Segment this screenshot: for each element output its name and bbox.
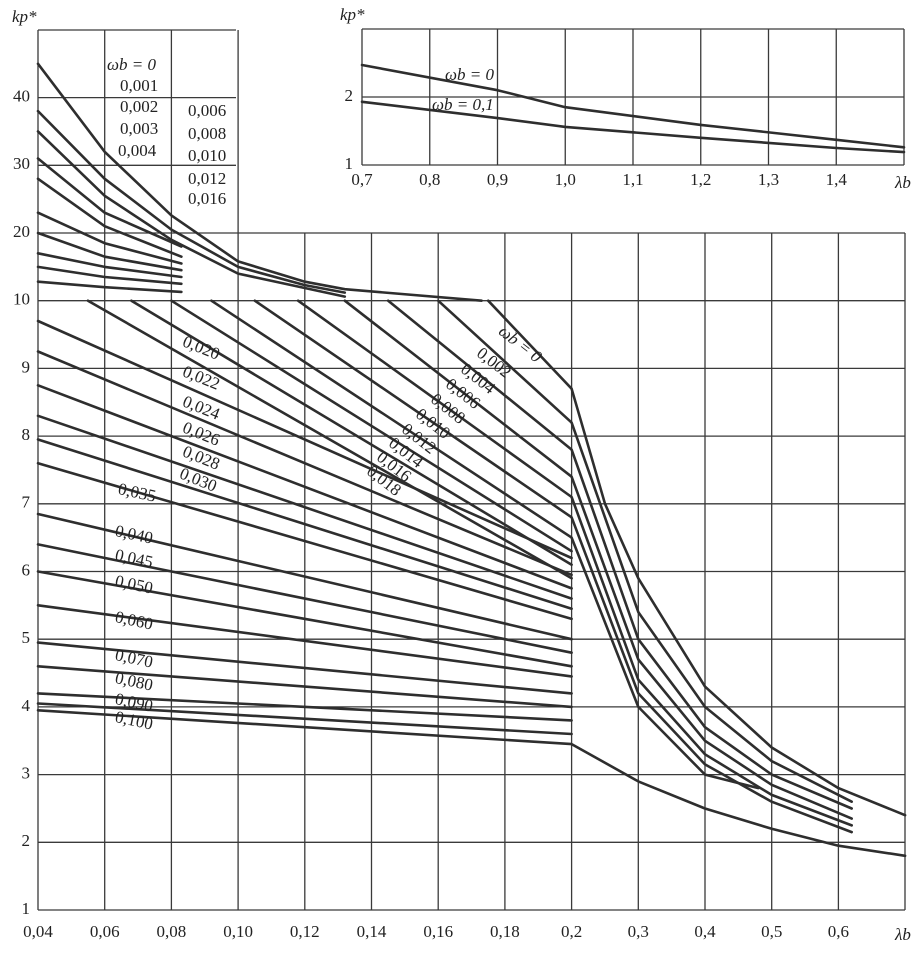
x-tick-label: 0,18 <box>490 922 520 941</box>
x-tick-label: 1,2 <box>690 170 711 189</box>
curve <box>343 299 853 820</box>
curve <box>210 299 760 790</box>
curve <box>36 512 573 641</box>
x-tick-label: 0,5 <box>761 922 782 941</box>
curve <box>36 130 347 298</box>
curve <box>130 299 573 566</box>
curve-label: ωb = 0 <box>107 55 156 74</box>
x-tick-label: 0,2 <box>561 922 582 941</box>
curve <box>36 665 573 709</box>
curve-label: 0,002 <box>120 97 158 116</box>
curve-label: 0,010 <box>188 146 226 165</box>
inset-y-axis-label: kp* <box>340 5 365 24</box>
curve <box>170 299 573 553</box>
curve <box>253 299 853 834</box>
x-tick-label: 0,12 <box>290 922 320 941</box>
x-axis-label: λb <box>894 925 911 944</box>
y-tick-label: 6 <box>22 560 31 579</box>
curve <box>360 63 906 149</box>
curve-label: 0,016 <box>188 189 226 208</box>
y-tick-label: 30 <box>13 154 30 173</box>
curve <box>36 702 573 736</box>
curve <box>36 692 573 722</box>
curve <box>36 414 573 600</box>
y-axis-label: kp* <box>12 7 37 26</box>
curve <box>36 604 573 678</box>
y-tick-label: 9 <box>22 357 31 376</box>
y-tick-label: 7 <box>22 493 31 512</box>
curve <box>36 157 183 248</box>
curve <box>486 299 907 817</box>
curve-label: 0,004 <box>118 141 157 160</box>
x-tick-label: 1,4 <box>826 170 848 189</box>
y-tick-label: 8 <box>22 425 31 444</box>
y-tick-label: 3 <box>22 764 31 783</box>
x-tick-label: 0,14 <box>357 922 387 941</box>
y-tick-label: 2 <box>22 831 31 850</box>
x-tick-label: 0,7 <box>351 170 373 189</box>
x-tick-label: 0,3 <box>628 922 649 941</box>
curve-label: 0,008 <box>188 124 226 143</box>
x-tick-label: 0,9 <box>487 170 508 189</box>
x-tick-label: 0,8 <box>419 170 440 189</box>
curve <box>296 299 853 827</box>
curve <box>36 570 573 668</box>
y-tick-label: 1 <box>345 154 354 173</box>
curve <box>36 177 183 258</box>
curve <box>36 252 183 279</box>
curve <box>36 350 573 577</box>
y-tick-label: 40 <box>13 87 30 106</box>
curve <box>36 280 183 294</box>
curve-label: ωb = 0 <box>445 65 494 84</box>
curve <box>36 62 483 302</box>
x-tick-label: 0,10 <box>223 922 253 941</box>
curve <box>86 299 573 580</box>
curve <box>36 319 573 560</box>
curve <box>36 231 183 272</box>
curve <box>36 384 573 590</box>
x-tick-label: 0,04 <box>23 922 53 941</box>
curve <box>36 543 573 654</box>
curve-label: 0,012 <box>188 169 226 188</box>
y-tick-label: 2 <box>345 86 354 105</box>
curve <box>386 299 853 810</box>
y-tick-label: 4 <box>22 696 31 715</box>
curve <box>36 709 907 858</box>
inset-x-axis-label: λb <box>894 173 911 192</box>
curve <box>36 461 573 621</box>
y-tick-label: 20 <box>13 222 30 241</box>
x-tick-label: 0,4 <box>694 922 716 941</box>
curve <box>36 438 573 610</box>
curve-label: 0,003 <box>120 119 158 138</box>
curve <box>436 299 853 803</box>
curve-label: ωb = 0,1 <box>432 95 494 114</box>
x-tick-label: 1,3 <box>758 170 779 189</box>
curve <box>36 265 183 286</box>
curve <box>36 211 183 265</box>
curve <box>360 100 906 154</box>
x-tick-label: 0,06 <box>90 922 120 941</box>
curve <box>36 641 573 695</box>
y-tick-label: 10 <box>13 290 30 309</box>
curve <box>36 109 347 294</box>
x-tick-label: 1,1 <box>622 170 643 189</box>
x-tick-label: 1,0 <box>555 170 576 189</box>
y-tick-label: 1 <box>22 899 31 918</box>
x-tick-label: 0,6 <box>828 922 849 941</box>
curve-label: 0,001 <box>120 76 158 95</box>
curve-label: 0,006 <box>188 101 226 120</box>
y-tick-label: 5 <box>22 628 31 647</box>
x-tick-label: 0,08 <box>157 922 187 941</box>
x-tick-label: 0,16 <box>423 922 453 941</box>
